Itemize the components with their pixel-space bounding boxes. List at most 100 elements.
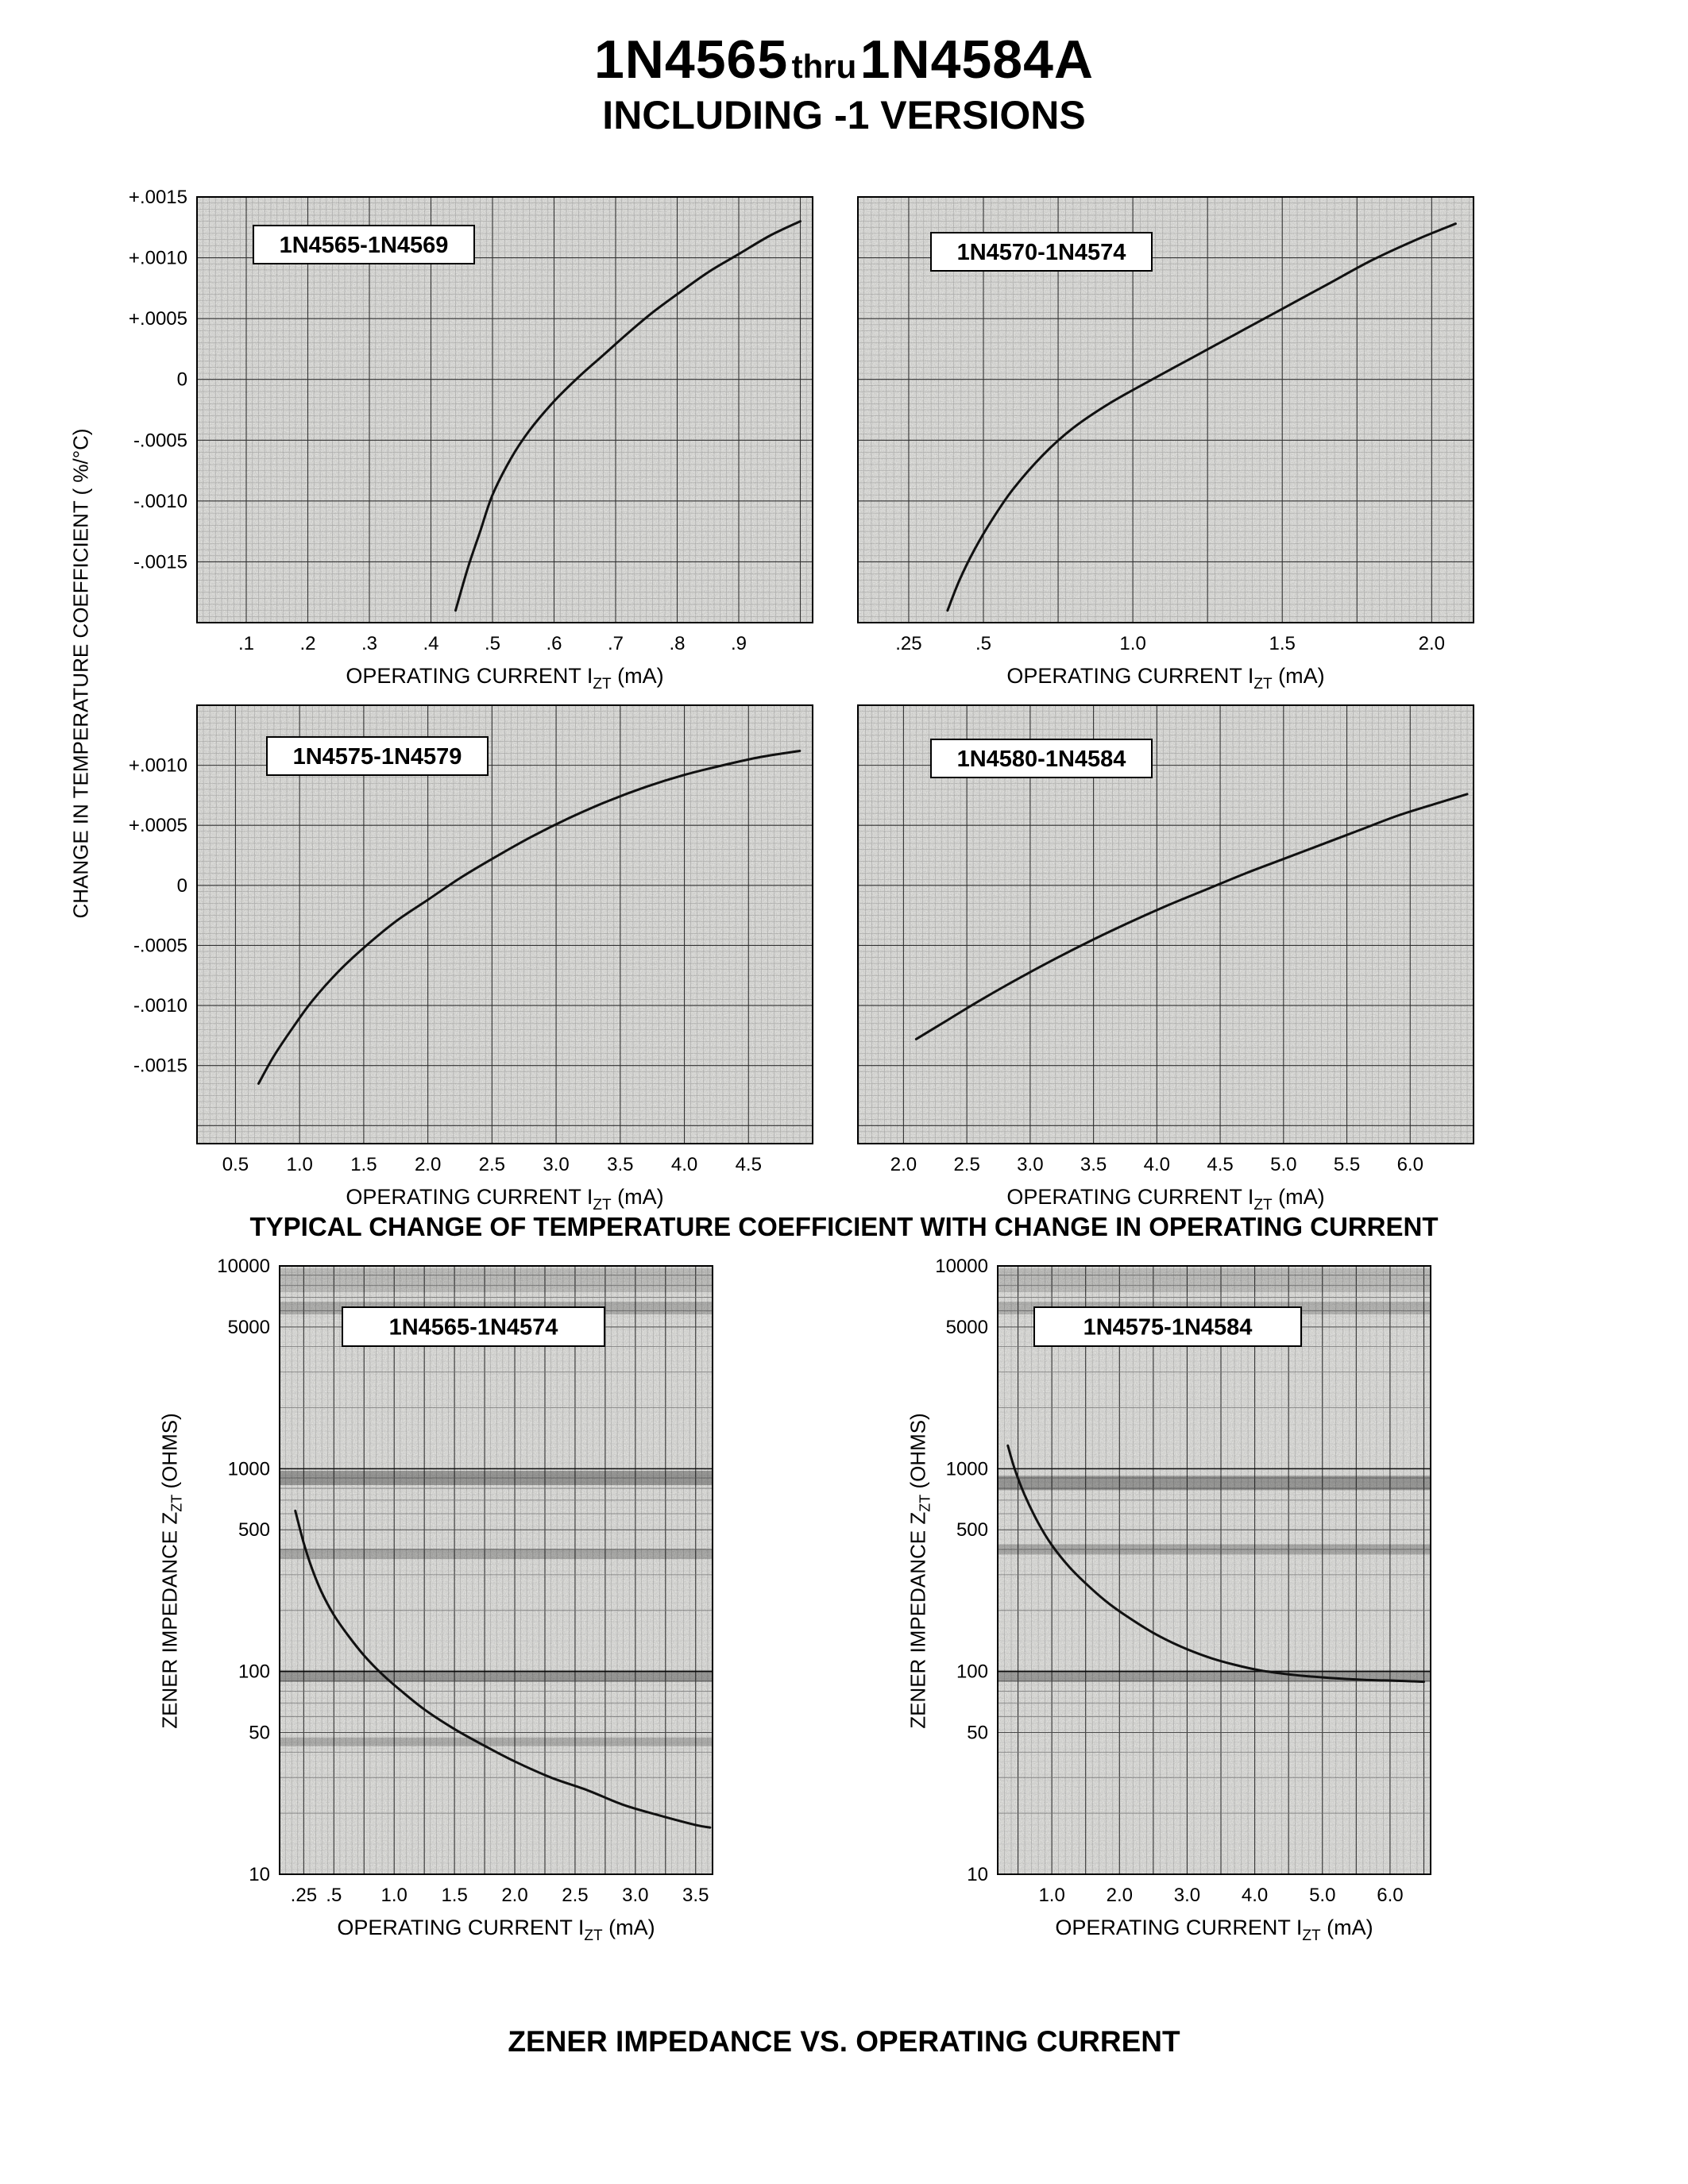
zz1-plot: 1N4565-1N4574 .25 .5 1.0 1.5 2.0 2.5 3.0 3.5 1000…: [217, 1256, 713, 1944]
svg-text:6.0: 6.0: [1397, 1154, 1423, 1175]
svg-text:-.0005: -.0005: [133, 430, 187, 451]
svg-text:1N4575-1N4579: 1N4575-1N4579: [293, 744, 462, 770]
svg-text:1.0: 1.0: [286, 1154, 312, 1175]
svg-text:.1: .1: [238, 633, 254, 654]
svg-text:-.0010: -.0010: [133, 995, 187, 1017]
svg-text:2.5: 2.5: [953, 1154, 979, 1175]
scan-noise: [197, 705, 813, 1144]
svg-text:2.0: 2.0: [415, 1154, 441, 1175]
svg-text:0.5: 0.5: [222, 1154, 249, 1175]
svg-text:5.0: 5.0: [1309, 1885, 1335, 1906]
scan-noise: [998, 1266, 1431, 1874]
zz1-y-axis-title-post: (OHMS): [157, 1413, 182, 1495]
scan-smudge-band: [280, 1268, 713, 1293]
svg-text:-.0015: -.0015: [133, 551, 187, 573]
svg-text:2.0: 2.0: [1419, 633, 1445, 654]
svg-text:10000: 10000: [935, 1256, 988, 1277]
svg-text:1.5: 1.5: [441, 1885, 467, 1906]
svg-text:5000: 5000: [946, 1317, 988, 1338]
svg-text:+.0015: +.0015: [129, 187, 187, 208]
tc1-plot: 1N4565-1N4569.1.2.3.4.5.6.7.8.9+.0015+.0…: [129, 187, 813, 693]
page-title-thru: thru: [791, 48, 857, 85]
svg-text:+.0005: +.0005: [129, 308, 187, 330]
y-tick-labels: +.0010 +.0005 0 -.0005 -.0010 -.0015: [129, 755, 187, 1077]
x-axis-title: OPERATING CURRENT IZT (mA): [346, 664, 663, 693]
scan-smudge-band: [998, 1544, 1431, 1555]
svg-text:3.0: 3.0: [1174, 1885, 1200, 1906]
svg-text:10000: 10000: [217, 1256, 270, 1277]
chart-zz-1N4575-1N4584: 1N4575-1N4584 1.0 2.0 3.0 4.0 5.0 6.0 10000 5000…: [899, 1253, 1455, 1956]
svg-text:.25: .25: [291, 1885, 317, 1906]
plot-border: [196, 704, 813, 1144]
svg-text:5.5: 5.5: [1334, 1154, 1360, 1175]
page-title: 1N4565 thru 1N4584A: [0, 29, 1688, 91]
curve-typical: [294, 1509, 712, 1829]
scan-smudge-band: [998, 1268, 1431, 1293]
x-tick-labels: .1 .2 .3 .4 .5 .6 .7 .8 .9: [238, 633, 747, 654]
x-axis-title: OPERATING CURRENT IZT (mA): [346, 1185, 663, 1214]
part-number-label: 1N4580-1N4584: [930, 739, 1153, 778]
svg-text:.5: .5: [326, 1885, 342, 1906]
svg-text:.9: .9: [731, 633, 747, 654]
svg-text:.25: .25: [895, 633, 921, 654]
svg-text:1.0: 1.0: [1038, 1885, 1064, 1906]
x-axis-title: OPERATING CURRENT IZT (mA): [337, 1916, 655, 1944]
svg-text:+.0010: +.0010: [129, 248, 187, 269]
scan-smudge-band: [280, 1669, 713, 1682]
svg-text:.5: .5: [975, 633, 991, 654]
y-tick-labels: 10000 5000 1000 500 100 50 10: [217, 1256, 270, 1885]
part-number-label: 1N4570-1N4574: [930, 232, 1153, 272]
svg-text:-.0005: -.0005: [133, 935, 187, 956]
page-title-start: 1N4565: [593, 29, 789, 90]
svg-text:-.0010: -.0010: [133, 491, 187, 512]
zz2-plot: 1N4575-1N4584 1.0 2.0 3.0 4.0 5.0 6.0 10000 5000…: [935, 1256, 1431, 1944]
svg-text:5.0: 5.0: [1270, 1154, 1296, 1175]
chart-zz-1N4565-1N4574: 1N4565-1N4574 .25 .5 1.0 1.5 2.0 2.5 3.0 3.5 1000…: [181, 1253, 737, 1956]
x-tick-labels: .25 .5 1.0 1.5 2.0 2.5 3.0 3.5: [291, 1885, 709, 1906]
svg-text:3.0: 3.0: [543, 1154, 569, 1175]
chart-tc-1N4570-1N4574: 1N4570-1N4574 .25 .5 1.0 1.5 2.0 OPERATING CUR…: [844, 184, 1487, 704]
x-tick-labels: 0.5 1.0 1.5 2.0 2.5 3.0 3.5 4.0 4.5: [222, 1154, 762, 1175]
svg-text:3.5: 3.5: [607, 1154, 633, 1175]
svg-text:1.5: 1.5: [350, 1154, 377, 1175]
page-title-end: 1N4584A: [859, 29, 1095, 90]
svg-text:1.0: 1.0: [381, 1885, 408, 1906]
svg-text:0: 0: [177, 875, 187, 897]
svg-text:3.5: 3.5: [1080, 1154, 1107, 1175]
svg-text:50: 50: [967, 1723, 988, 1744]
part-number-label: 1N4565-1N4569: [253, 225, 475, 264]
svg-text:4.0: 4.0: [1242, 1885, 1268, 1906]
svg-text:.4: .4: [423, 633, 438, 654]
y-tick-labels: +.0015 +.0010 +.0005 0 -.0005 -.0010 -.0015: [129, 187, 187, 573]
svg-text:1N4580-1N4584: 1N4580-1N4584: [957, 747, 1126, 772]
svg-text:.5: .5: [485, 633, 500, 654]
svg-text:1N4575-1N4584: 1N4575-1N4584: [1083, 1315, 1253, 1341]
svg-text:100: 100: [956, 1661, 988, 1683]
svg-text:0: 0: [177, 369, 187, 391]
tc4-plot: 1N4580-1N4584 2.0 2.5 3.0 3.5 4.0 4.5 5.0 5.5 6.0…: [857, 704, 1474, 1214]
svg-text:500: 500: [238, 1519, 270, 1541]
svg-text:1000: 1000: [946, 1458, 988, 1480]
page-subtitle: INCLUDING -1 VERSIONS: [602, 93, 1086, 137]
curve-typical: [1006, 1444, 1425, 1684]
svg-text:+.0005: +.0005: [129, 815, 187, 836]
tc-caption: TYPICAL CHANGE OF TEMPERATURE COEFFICIEN…: [249, 1212, 1439, 1241]
tc-y-axis-title: CHANGE IN TEMPERATURE COEFFICIENT ( %/°C…: [68, 428, 93, 919]
svg-text:.7: .7: [608, 633, 624, 654]
svg-text:1000: 1000: [228, 1458, 270, 1480]
chart-tc-1N4580-1N4584: 1N4580-1N4584 2.0 2.5 3.0 3.5 4.0 4.5 5.0 5.5 6.0…: [844, 693, 1487, 1225]
scan-smudge-band: [998, 1476, 1431, 1491]
plot-border: [997, 1265, 1431, 1875]
chart-tc-1N4565-1N4569: 1N4565-1N4569.1.2.3.4.5.6.7.8.9 +.0015 +.0…: [94, 184, 840, 704]
svg-text:4.5: 4.5: [1207, 1154, 1233, 1175]
y-tick-labels: 10000 5000 1000 500 100 50 10: [935, 1256, 988, 1885]
tc3-plot: 1N4575-1N4579 0.5 1.0 1.5 2.0 2.5 3.0 3.5 4.0 4.5…: [129, 704, 813, 1214]
page-header: 1N4565 thru 1N4584A INCLUDING -1 VERSION…: [0, 29, 1688, 138]
part-number-label: 1N4565-1N4574: [342, 1306, 605, 1347]
zz1-y-axis-title-pre: ZENER IMPEDANCE Z: [157, 1511, 182, 1729]
x-axis-title: OPERATING CURRENT IZT (mA): [1006, 1185, 1324, 1214]
x-tick-labels: 1.0 2.0 3.0 4.0 5.0 6.0: [1038, 1885, 1403, 1906]
curve-typical: [946, 222, 1457, 612]
plot-border: [196, 196, 813, 623]
